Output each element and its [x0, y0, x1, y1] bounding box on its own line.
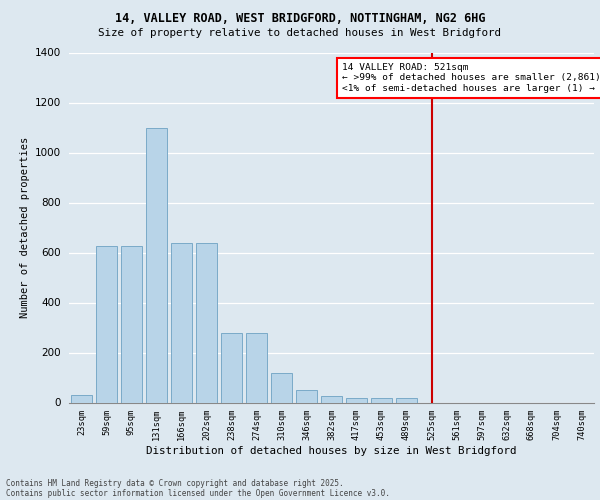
Bar [246, 332, 267, 402]
Bar [96, 246, 117, 402]
Text: Size of property relative to detached houses in West Bridgford: Size of property relative to detached ho… [98, 28, 502, 38]
Bar [71, 395, 92, 402]
Bar [171, 242, 192, 402]
Bar [121, 246, 142, 402]
Text: Contains HM Land Registry data © Crown copyright and database right 2025.: Contains HM Land Registry data © Crown c… [6, 478, 344, 488]
Bar [271, 372, 292, 402]
Text: 14, VALLEY ROAD, WEST BRIDGFORD, NOTTINGHAM, NG2 6HG: 14, VALLEY ROAD, WEST BRIDGFORD, NOTTING… [115, 12, 485, 26]
Text: 14 VALLEY ROAD: 521sqm
← >99% of detached houses are smaller (2,861)
<1% of semi: 14 VALLEY ROAD: 521sqm ← >99% of detache… [342, 63, 600, 93]
Bar [346, 398, 367, 402]
X-axis label: Distribution of detached houses by size in West Bridgford: Distribution of detached houses by size … [146, 446, 517, 456]
Bar [296, 390, 317, 402]
Bar [371, 398, 392, 402]
Bar [221, 332, 242, 402]
Text: Contains public sector information licensed under the Open Government Licence v3: Contains public sector information licen… [6, 488, 390, 498]
Bar [396, 398, 417, 402]
Y-axis label: Number of detached properties: Number of detached properties [20, 137, 29, 318]
Bar [146, 128, 167, 402]
Bar [196, 242, 217, 402]
Bar [321, 396, 342, 402]
